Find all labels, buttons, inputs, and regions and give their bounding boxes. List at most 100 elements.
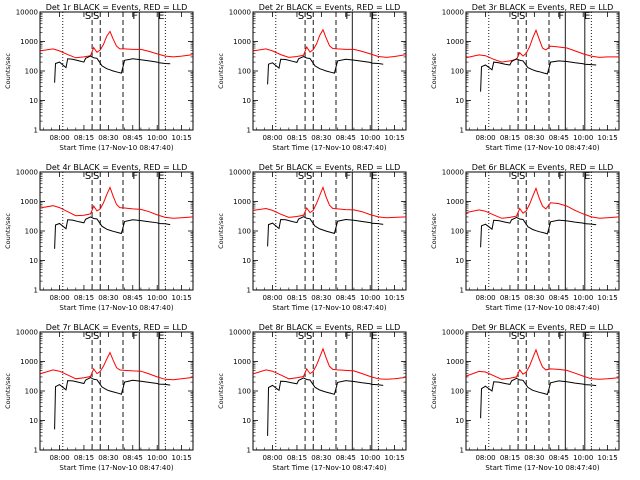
series-lld-line [252, 185, 407, 219]
y-tick-label: 100 [451, 228, 464, 236]
marker-label: S [519, 171, 525, 182]
marker-label: F [558, 331, 564, 342]
marker-label: S [306, 11, 312, 22]
x-tick-label: 08:00 [475, 454, 495, 462]
y-axis-label: Counts/sec [430, 373, 438, 409]
y-tick-label: 10000 [442, 329, 464, 337]
series-events-line [480, 216, 597, 248]
x-tick-label: 10:15 [385, 454, 405, 462]
y-tick-label: 1 [34, 447, 38, 455]
plot-frame [39, 331, 194, 451]
y-tick-label: 1 [460, 127, 464, 135]
marker-label: E [158, 331, 164, 342]
y-tick-label: 1 [460, 447, 464, 455]
series-events-line [54, 216, 171, 249]
y-tick-label: 10000 [442, 169, 464, 177]
y-tick-label: 1 [247, 127, 251, 135]
y-tick-label: 100 [451, 388, 464, 396]
x-axis-label: Start Time (17-Nov-10 08:47:40) [485, 304, 599, 312]
plot-frame [465, 11, 620, 131]
y-tick-label: 1000 [233, 358, 251, 366]
y-tick-label: 10 [242, 417, 251, 425]
y-tick-label: 100 [25, 388, 38, 396]
y-tick-label: 100 [238, 388, 251, 396]
marker-label: S [298, 331, 304, 342]
y-tick-label: 10 [29, 97, 38, 105]
marker-label: S [85, 331, 91, 342]
x-tick-label: 08:45 [549, 294, 569, 302]
x-tick-label: 08:15 [500, 134, 520, 142]
marker-label: F [132, 331, 138, 342]
marker-label: E [371, 11, 377, 22]
y-tick-label: 10000 [16, 169, 38, 177]
x-tick-label: 08:00 [49, 134, 69, 142]
x-tick-label: 08:45 [549, 454, 569, 462]
plot-frame [252, 11, 407, 131]
series-events-line [267, 377, 384, 436]
marker-label: S [93, 171, 99, 182]
x-tick-label: 10:00 [360, 454, 380, 462]
panel-title: Det 6r BLACK = Events, RED = LLD [472, 163, 614, 172]
marker-label: S [306, 331, 312, 342]
marker-label: S [298, 171, 304, 182]
chart-panel-8: Det 8r BLACK = Events, RED = LLD 1 10 100 10… [217, 323, 407, 472]
panel-title: Det 2r BLACK = Events, RED = LLD [259, 3, 401, 12]
y-tick-label: 10000 [442, 9, 464, 17]
x-tick-label: 08:00 [262, 134, 282, 142]
series-events-line [267, 216, 384, 247]
marker-label: E [584, 11, 590, 22]
marker-label: F [558, 11, 564, 22]
x-tick-label: 10:00 [147, 134, 167, 142]
plot-frame [39, 11, 194, 131]
series-lld-line [465, 186, 620, 219]
y-tick-label: 1000 [233, 38, 251, 46]
x-tick-label: 10:15 [598, 454, 618, 462]
y-tick-label: 1000 [233, 198, 251, 206]
x-tick-label: 08:15 [74, 454, 94, 462]
series-events-line [480, 58, 597, 92]
x-tick-label: 08:30 [98, 294, 118, 302]
x-axis-label: Start Time (17-Nov-10 08:47:40) [272, 144, 386, 152]
x-tick-label: 08:30 [311, 454, 331, 462]
marker-label: S [511, 331, 517, 342]
y-tick-label: 1 [460, 287, 464, 295]
x-tick-label: 10:00 [573, 454, 593, 462]
y-axis-label: Counts/sec [4, 213, 12, 249]
y-tick-label: 1 [34, 127, 38, 135]
x-axis-label: Start Time (17-Nov-10 08:47:40) [59, 464, 173, 472]
y-axis-label: Counts/sec [217, 53, 225, 89]
y-tick-label: 1000 [446, 38, 464, 46]
marker-label: S [306, 171, 312, 182]
x-axis-label: Start Time (17-Nov-10 08:47:40) [272, 464, 386, 472]
x-tick-label: 08:45 [123, 294, 143, 302]
x-tick-label: 08:00 [262, 294, 282, 302]
plot-frame [465, 331, 620, 451]
x-tick-label: 08:15 [287, 134, 307, 142]
x-tick-label: 08:45 [336, 294, 356, 302]
marker-label: E [158, 171, 164, 182]
y-tick-label: 1000 [446, 198, 464, 206]
y-tick-label: 1000 [20, 358, 38, 366]
x-tick-label: 08:45 [123, 454, 143, 462]
panel-title: Det 5r BLACK = Events, RED = LLD [259, 163, 401, 172]
plot-frame [465, 171, 620, 291]
series-lld-line [39, 186, 194, 219]
series-lld-line [252, 347, 407, 380]
x-tick-label: 08:45 [123, 134, 143, 142]
y-tick-label: 100 [238, 228, 251, 236]
x-tick-label: 10:15 [598, 134, 618, 142]
x-tick-label: 08:30 [98, 454, 118, 462]
y-axis-label: Counts/sec [4, 373, 12, 409]
marker-label: F [132, 11, 138, 22]
x-axis-label: Start Time (17-Nov-10 08:47:40) [59, 144, 173, 152]
x-tick-label: 10:00 [573, 294, 593, 302]
x-tick-label: 08:30 [311, 294, 331, 302]
panel-title: Det 1r BLACK = Events, RED = LLD [46, 3, 188, 12]
chart-panel-6: Det 6r BLACK = Events, RED = LLD 1 10 100 10… [430, 163, 620, 312]
x-tick-label: 10:00 [360, 134, 380, 142]
x-tick-label: 08:30 [98, 134, 118, 142]
plot-frame [39, 171, 194, 291]
y-tick-label: 10 [242, 97, 251, 105]
y-tick-label: 10 [242, 257, 251, 265]
y-tick-label: 1 [247, 447, 251, 455]
